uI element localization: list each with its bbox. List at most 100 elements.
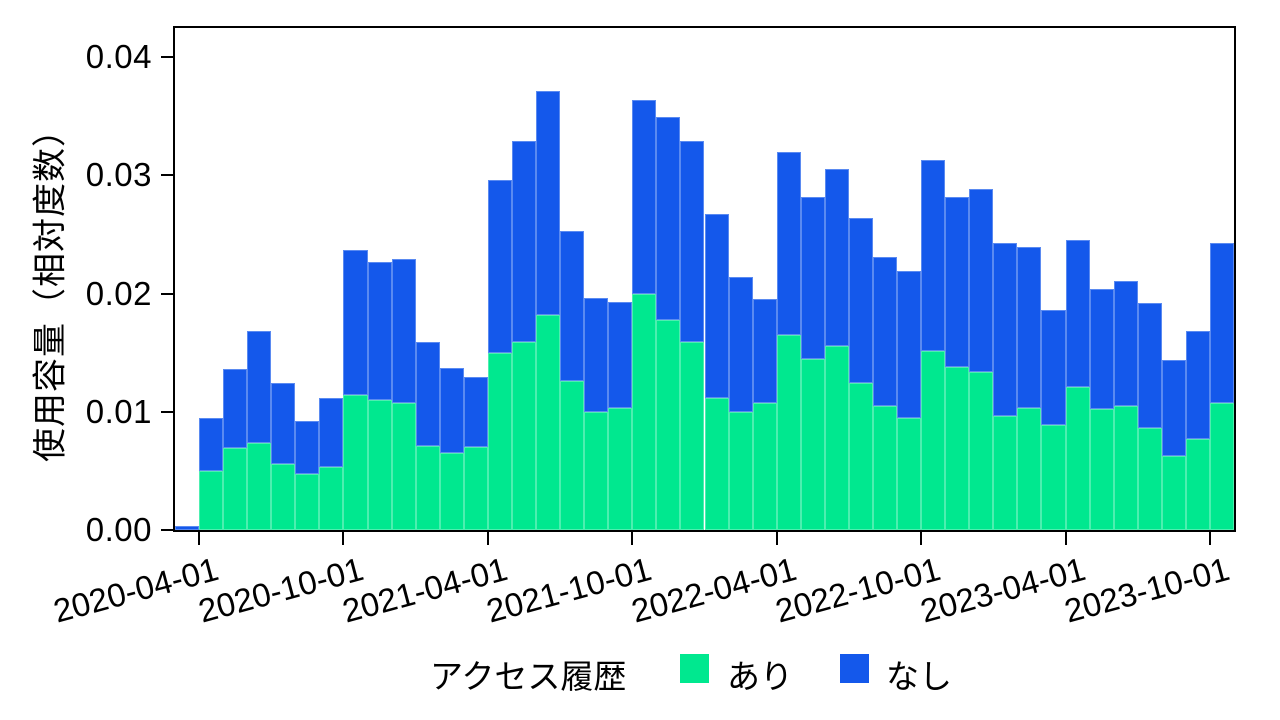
x-tick-label: 2021-04-01 — [338, 550, 512, 630]
bar-2022-12 — [969, 189, 994, 530]
legend-label-nashi: なし — [886, 658, 952, 695]
bar-2020-05 — [223, 369, 248, 530]
bar-segment-nashi — [463, 377, 488, 448]
bar-segment-nashi — [680, 140, 705, 342]
y-tick-label: 0.04 — [85, 38, 152, 75]
bar-segment-nashi — [199, 417, 224, 471]
bar-2022-10 — [921, 159, 946, 530]
bar-2023-03 — [1041, 310, 1066, 530]
bar-2020-09 — [319, 397, 344, 530]
bar-segment-nashi — [560, 230, 585, 382]
bar-2020-06 — [247, 331, 272, 530]
bar-segment-nashi — [1113, 280, 1138, 406]
x-tick-label: 2023-10-01 — [1060, 550, 1234, 630]
bar-segment-ari — [824, 345, 849, 530]
bar-segment-nashi — [1065, 240, 1090, 387]
bar-2021-01 — [415, 342, 440, 530]
bar-segment-ari — [1161, 455, 1186, 530]
bar-segment-ari — [584, 411, 609, 530]
bar-2022-06 — [824, 169, 849, 530]
x-tick-mark — [486, 532, 489, 545]
y-tick-mark — [161, 292, 173, 295]
bar-segment-ari — [439, 453, 464, 530]
legend-label-ari: あり — [727, 658, 793, 695]
y-tick-mark — [161, 410, 173, 413]
x-tick-mark — [631, 532, 634, 545]
bar-segment-ari — [728, 411, 753, 530]
bar-2021-10 — [632, 99, 657, 530]
bar-segment-ari — [632, 293, 657, 530]
bar-segment-nashi — [247, 331, 272, 443]
bar-segment-nashi — [656, 117, 681, 320]
bar-segment-nashi — [776, 151, 801, 335]
bar-segment-ari — [608, 408, 633, 530]
bar-2022-09 — [897, 271, 922, 530]
bar-2021-03 — [463, 377, 488, 530]
bar-segment-nashi — [391, 259, 416, 404]
bar-segment-ari — [1113, 405, 1138, 530]
bar-segment-nashi — [945, 196, 970, 367]
bar-segment-nashi — [897, 271, 922, 418]
bar-segment-nashi — [536, 91, 561, 315]
bar-2020-03 — [175, 526, 200, 530]
x-tick-label: 2021-10-01 — [482, 550, 656, 630]
bar-segment-ari — [271, 463, 296, 530]
bar-2023-10 — [1209, 242, 1234, 530]
bar-2022-04 — [776, 151, 801, 530]
bar-segment-ari — [1089, 409, 1114, 530]
y-tick-mark — [161, 174, 173, 177]
bar-segment-nashi — [632, 99, 657, 294]
bar-2023-07 — [1137, 302, 1162, 530]
bar-segment-nashi — [1209, 242, 1234, 404]
y-tick-label: 0.02 — [85, 274, 152, 312]
bar-segment-nashi — [824, 169, 849, 346]
bar-segment-nashi — [415, 342, 440, 447]
bar-segment-nashi — [1089, 288, 1114, 410]
bar-segment-ari — [1185, 438, 1210, 530]
bar-2020-04 — [199, 417, 224, 530]
bar-segment-ari — [223, 448, 248, 530]
bar-segment-nashi — [1185, 331, 1210, 439]
bar-segment-nashi — [800, 196, 825, 359]
bar-2023-08 — [1161, 359, 1186, 530]
bar-segment-nashi — [584, 298, 609, 412]
bar-2022-11 — [945, 196, 970, 530]
bar-2020-12 — [391, 259, 416, 530]
x-tick-mark — [920, 532, 923, 545]
bar-2022-01 — [704, 214, 729, 530]
bar-2021-08 — [584, 298, 609, 530]
bar-segment-nashi — [511, 140, 537, 342]
bar-segment-ari — [487, 352, 512, 530]
bar-segment-nashi — [704, 214, 729, 398]
y-tick-mark — [161, 56, 173, 58]
bar-2023-04 — [1065, 240, 1090, 530]
bar-segment-ari — [415, 446, 440, 530]
y-tick-label: 0.01 — [85, 392, 152, 430]
bar-segment-nashi — [439, 368, 464, 454]
bar-2022-07 — [848, 217, 873, 530]
bar-segment-ari — [776, 334, 801, 530]
bar-segment-ari — [319, 467, 344, 530]
bar-2023-01 — [993, 242, 1018, 530]
bar-segment-nashi — [969, 189, 994, 372]
y-tick-label: 0.00 — [85, 511, 152, 548]
bar-segment-nashi — [343, 249, 368, 396]
bar-segment-ari — [752, 403, 777, 530]
bar-segment-nashi — [367, 261, 392, 400]
y-tick-label: 0.03 — [85, 156, 152, 194]
legend: アクセス履歴 あり なし — [0, 648, 1280, 695]
bar-segment-ari — [1017, 408, 1042, 530]
bar-segment-nashi — [848, 217, 873, 384]
bar-2021-12 — [680, 140, 705, 530]
bar-segment-ari — [560, 381, 585, 530]
x-tick-mark — [342, 532, 345, 545]
bar-segment-ari — [921, 351, 946, 530]
bar-segment-ari — [897, 417, 922, 530]
x-tick-mark — [198, 532, 201, 545]
x-tick-mark — [1208, 532, 1211, 545]
bar-segment-ari — [367, 399, 392, 530]
bar-2021-06 — [536, 91, 561, 530]
bar-segment-nashi — [487, 179, 512, 353]
x-tick-label: 2023-04-01 — [916, 550, 1089, 630]
